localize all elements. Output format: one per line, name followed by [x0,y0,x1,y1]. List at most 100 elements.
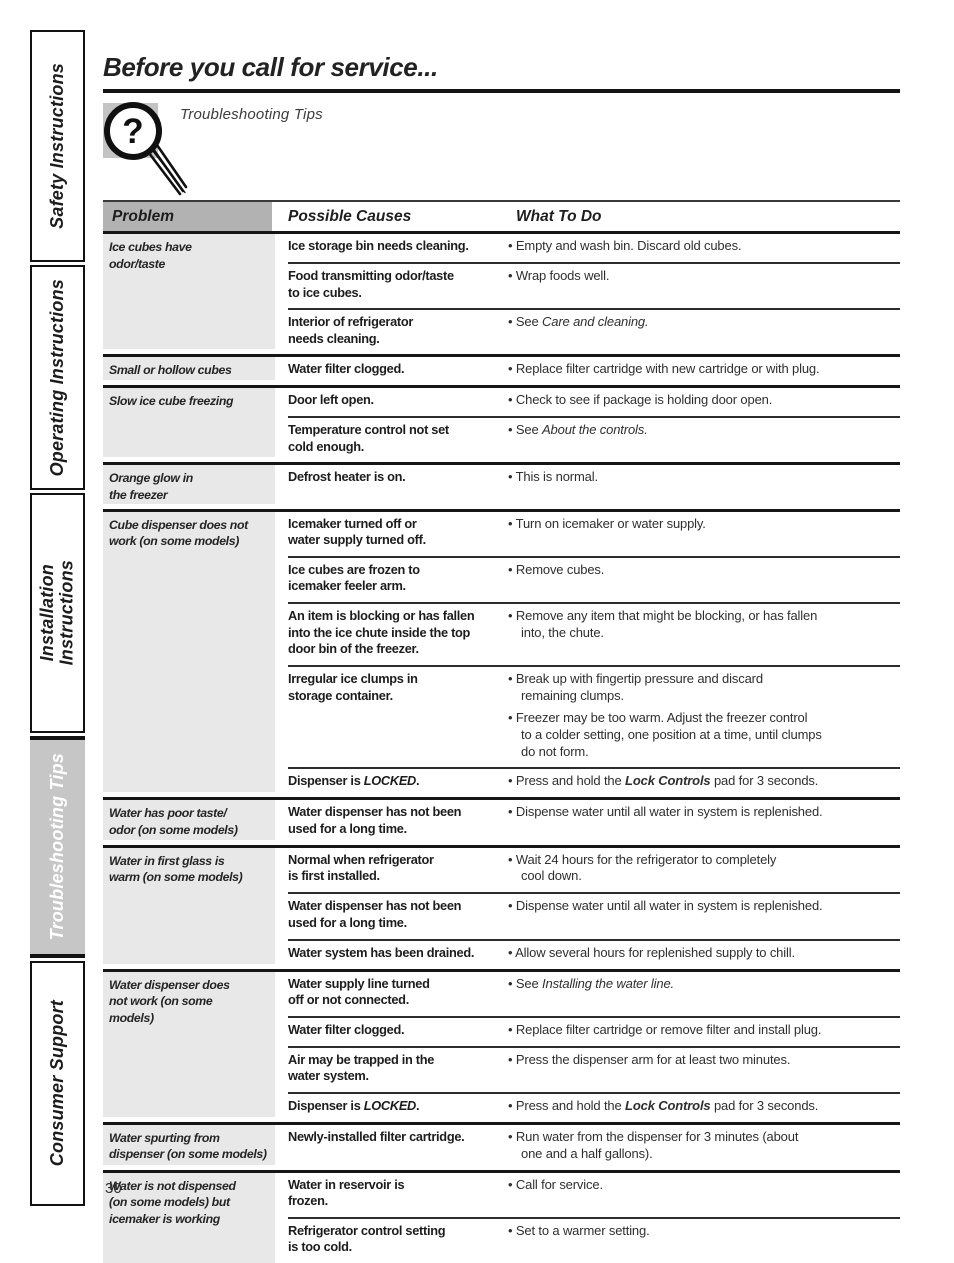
cause-cell: Ice storage bin needs cleaning. [288,238,469,253]
todo-bullet: • Wait 24 hours for the refrigerator to … [508,851,777,884]
table-row: Water filter clogged. • Replace filter ca… [288,1015,900,1046]
column-header-what-to-do: What To Do [516,207,602,225]
todo-cell: • Set to a warmer setting. [508,1223,900,1256]
todo-cell: • Empty and wash bin. Discard old cubes. [508,238,900,255]
todo-bullet: • Press the dispenser arm for at least t… [508,1051,791,1067]
problem-group: Water dispenser does not work (on some m… [103,968,900,1122]
section-tagline: Troubleshooting Tips [180,106,323,123]
problem-cell: Water has poor taste/ odor (on some mode… [103,800,275,845]
sidebar-item-label: Safety Instructions [46,63,67,229]
cause-cell: Dispenser is LOCKED. [288,1097,420,1113]
cause-cell: Temperature control not set cold enough. [288,422,449,454]
sidebar-section-tabs: Safety Instructions Operating Instruction… [30,30,85,1209]
sidebar-item-installation-instructions[interactable]: Installation Instructions [30,493,85,733]
cause-cell: An item is blocking or has fallen into t… [288,608,475,657]
table-row: Defrost heater is on. • This is normal. [288,465,900,508]
todo-bullet: • Dispense water until all water in syst… [508,804,823,820]
sidebar-item-consumer-support[interactable]: Consumer Support [30,961,85,1206]
table-row: Normal when refrigerator is first instal… [288,848,900,893]
todo-bullet: • Break up with fingertip pressure and d… [508,670,763,703]
table-row: Newly-installed filter cartridge. • Run w… [288,1125,900,1170]
problem-cell: Cube dispenser does not work (on some mo… [103,511,275,798]
cause-cell: Food transmitting odor/taste to ice cube… [288,267,454,300]
cause-cell: Water supply line turned off or not conn… [288,975,430,1008]
table-row: Ice storage bin needs cleaning. • Empty a… [288,234,900,262]
table-row: Water supply line turned off or not conn… [288,972,900,1016]
problem-cell: Small or hollow cubes [103,357,275,386]
problem-group: Water spurting from dispenser (on some m… [103,1121,900,1170]
todo-bullet: • Freezer may be too warm. Adjust the fr… [508,709,822,759]
todo-cell: • Replace filter cartridge with new cart… [508,361,900,378]
cause-cell: Water system has been drained. [288,944,475,960]
cause-cell: Normal when refrigerator is first instal… [288,851,434,884]
sidebar-item-label: Operating Instructions [46,278,67,477]
cause-cell: Newly-installed filter cartridge. [288,1128,465,1144]
problem-group: Slow ice cube freezing Door left open. • C… [103,385,900,463]
todo-bullet: • Check to see if package is holding doo… [508,392,773,408]
table-header-row: Problem Possible Causes What To Do [103,200,900,234]
todo-bullet: • Press and hold the Lock Controls pad f… [508,773,819,789]
column-header-problem: Problem [103,202,272,231]
todo-cell: • Break up with fingertip pressure and d… [508,671,900,760]
cause-cell: Ice cubes are frozen to icemaker feeler … [288,561,420,594]
problem-group: Water in first glass is warm (on some mo… [103,844,900,969]
table-row: Water dispenser has not been used for a … [288,800,900,844]
cause-cell: Water in reservoir is frozen. [288,1176,405,1209]
todo-cell: • See Care and cleaning. [508,314,900,347]
todo-cell: • Dispense water until all water in syst… [508,898,900,931]
table-row: Refrigerator control setting is too cold… [288,1216,900,1263]
todo-cell: • Allow several hours for replenished su… [508,945,900,962]
title-rule [103,89,900,93]
table-row: Air may be trapped in the water system. •… [288,1045,900,1092]
table-row: Water dispenser has not been used for a … [288,892,900,938]
manual-page: Before you call for service... ? Trouble… [103,0,900,1263]
table-row: Door left open. • Check to see if package… [288,388,900,416]
todo-cell: • Replace filter cartridge or remove fil… [508,1022,900,1039]
todo-cell: • Press and hold the Lock Controls pad f… [508,1098,900,1115]
problem-group: Ice cubes have odor/taste Ice storage bin… [103,234,900,355]
cause-cell: Air may be trapped in the water system. [288,1051,435,1084]
problem-group: Small or hollow cubes Water filter clogge… [103,354,900,386]
sidebar-item-troubleshooting-tips[interactable]: Troubleshooting Tips [30,736,85,958]
cause-cell: Dispenser is LOCKED. [288,773,420,789]
table-row: Water filter clogged. • Replace filter ca… [288,357,900,385]
todo-bullet: • This is normal. [508,469,598,485]
problem-cell: Slow ice cube freezing [103,388,275,463]
todo-bullet: • See Installing the water line. [508,975,674,991]
table-body: Ice cubes have odor/taste Ice storage bin… [103,234,900,1263]
sidebar-item-label: Consumer Support [46,1000,67,1167]
column-header-possible-causes: Possible Causes [288,207,412,225]
problem-cell: Water spurting from dispenser (on some m… [103,1124,275,1170]
question-magnifier-icon: ? [104,102,188,196]
problem-group: Water has poor taste/ odor (on some mode… [103,797,900,845]
troubleshooting-table: Problem Possible Causes What To Do Ice c… [103,200,900,1263]
sidebar-item-safety-instructions[interactable]: Safety Instructions [30,30,85,262]
todo-cell: • Wrap foods well. [508,268,900,301]
todo-cell: • Remove cubes. [508,562,900,595]
table-row: Interior of refrigerator needs cleaning.… [288,308,900,354]
table-row: Dispenser is LOCKED. • Press and hold the… [288,767,900,797]
problem-cell: Water is not dispensed (on some models) … [103,1172,275,1263]
todo-cell: • See Installing the water line. [508,976,900,1009]
todo-cell: • Remove any item that might be blocking… [508,608,900,658]
todo-bullet: • Replace filter cartridge with new cart… [508,361,820,377]
table-row: Irregular ice clumps in storage containe… [288,664,900,767]
table-row: Water system has been drained. • Allow se… [288,938,900,969]
todo-bullet: • Turn on icemaker or water supply. [508,515,706,531]
problem-cell: Orange glow in the freezer [103,465,275,509]
page-number: 30 [105,1180,122,1197]
cause-cell: Irregular ice clumps in storage containe… [288,670,418,703]
table-row: Ice cubes are frozen to icemaker feeler … [288,555,900,602]
problem-cell: Water dispenser does not work (on some m… [103,971,275,1122]
todo-bullet: • Remove any item that might be blocking… [508,608,818,640]
cause-cell: Interior of refrigerator needs cleaning. [288,314,414,346]
todo-cell: • This is normal. [508,469,900,501]
sidebar-item-label: Troubleshooting Tips [46,753,67,941]
problem-cell: Water in first glass is warm (on some mo… [103,847,275,969]
question-mark-glyph: ? [122,112,143,151]
todo-cell: • Check to see if package is holding doo… [508,392,900,409]
cause-cell: Refrigerator control setting is too cold… [288,1222,446,1255]
sidebar-item-operating-instructions[interactable]: Operating Instructions [30,265,85,490]
todo-cell: • Dispense water until all water in syst… [508,804,900,837]
cause-cell: Defrost heater is on. [288,469,406,485]
